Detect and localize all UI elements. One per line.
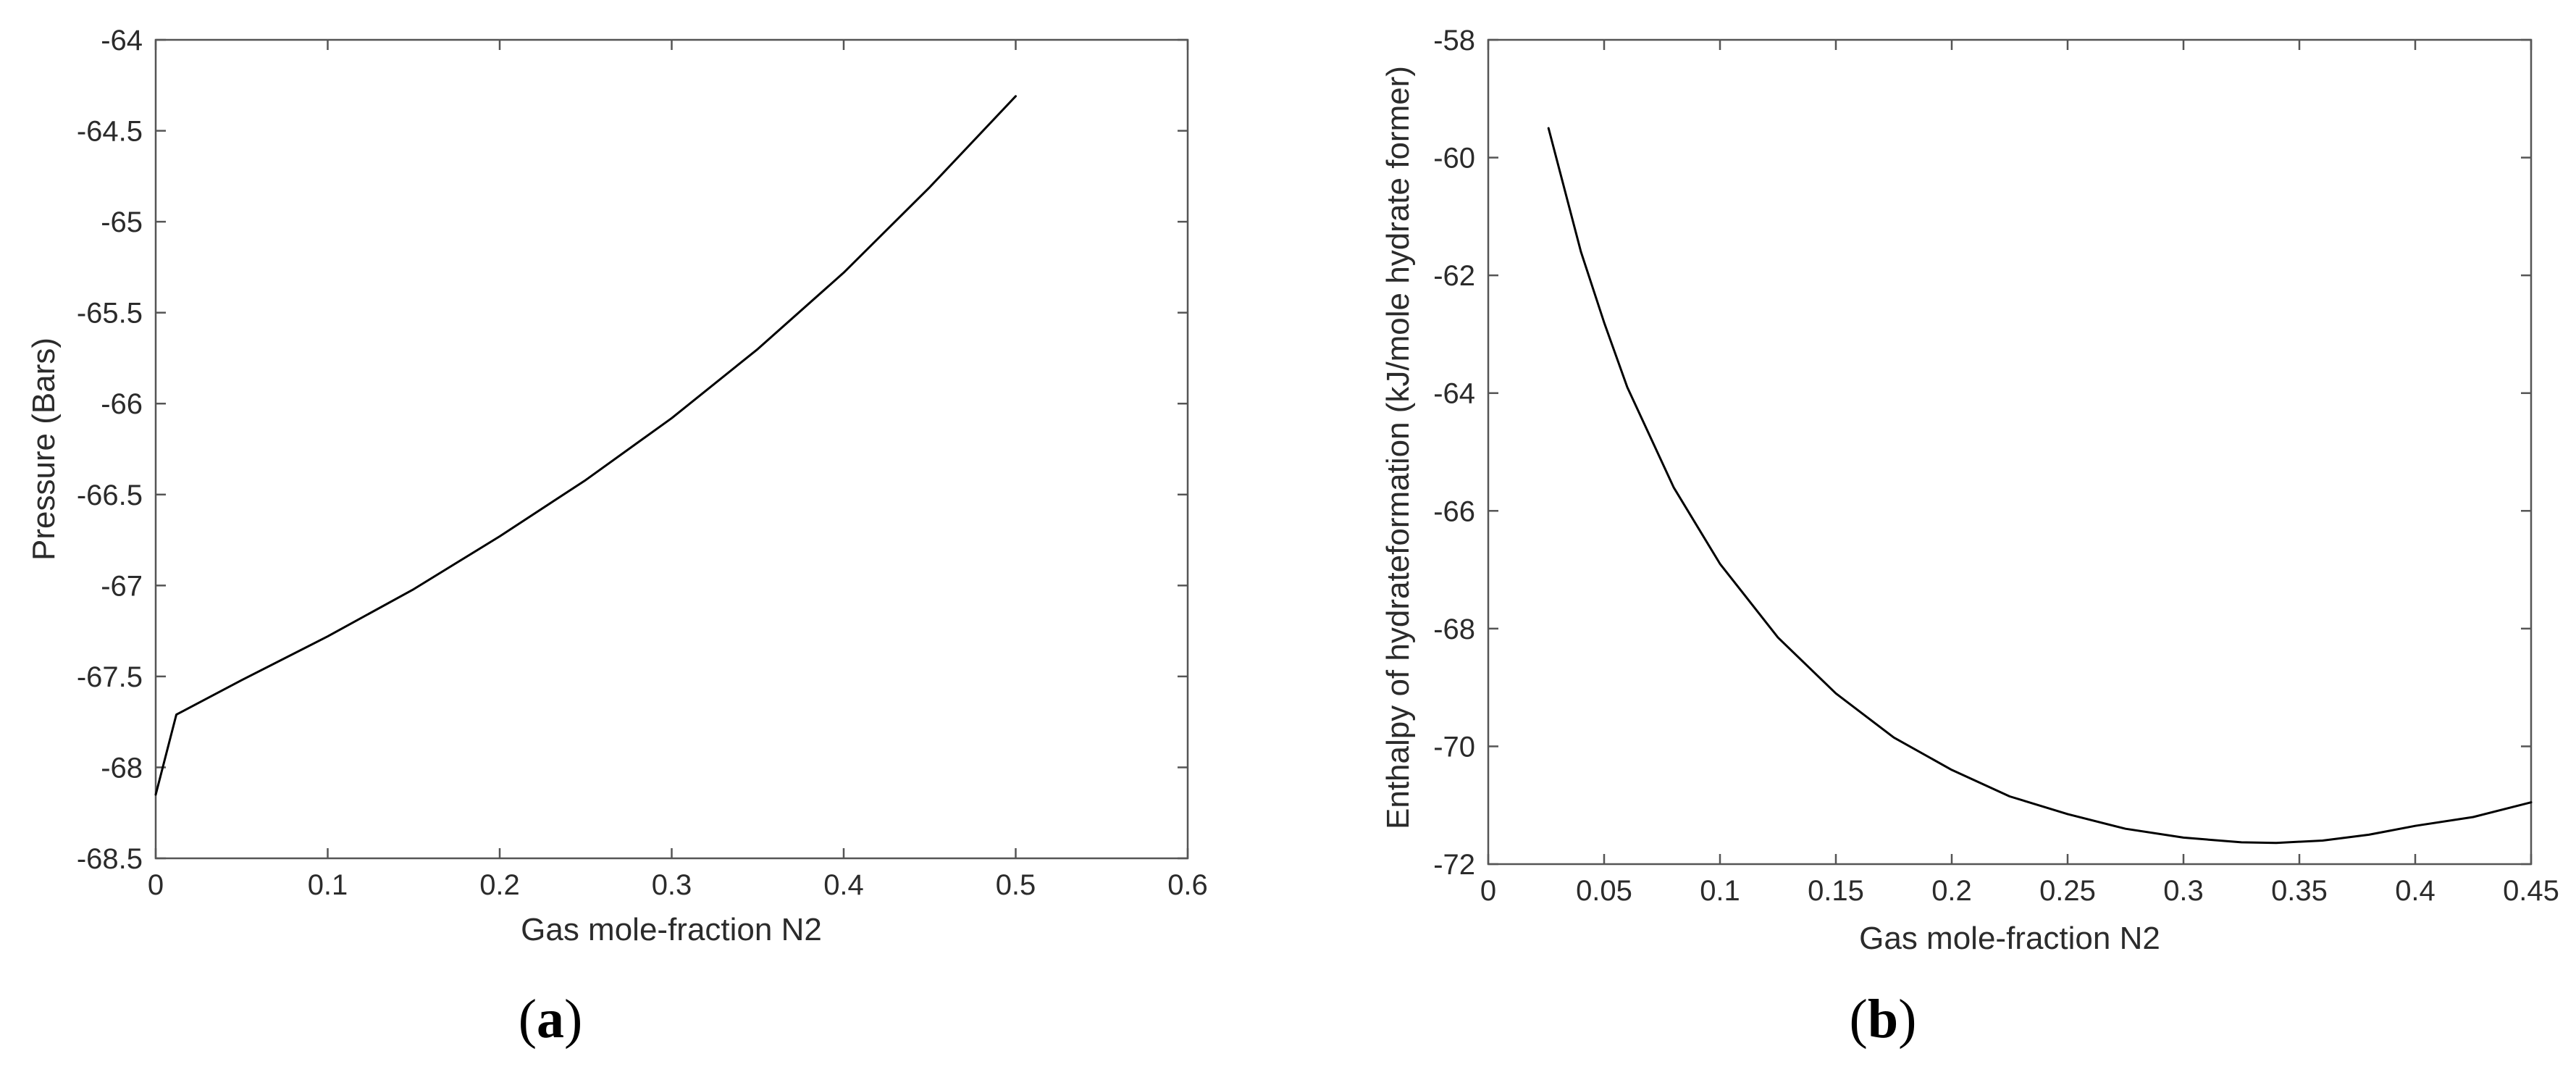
x-axis-ticks-a: 0 0.1 0.2 0.3 0.4 0.5 0.6 — [148, 40, 1208, 901]
chart-b: 0 0.05 0.1 0.15 0.2 0.25 0.3 0.35 0.4 0.45 -58 -60… — [1380, 25, 2559, 1050]
x-tick-label-b: 0.1 — [1700, 875, 1740, 907]
x-tick-label-b: 0.25 — [2039, 875, 2096, 907]
series-line-b-0 — [1547, 127, 2533, 845]
panel-label-b-letter: b — [1868, 989, 1898, 1050]
x-axis-title-b: Gas mole-fraction N2 — [1859, 921, 2160, 956]
x-tick-label-a: 0.5 — [996, 869, 1036, 901]
x-tick-label-a: 0 — [148, 869, 164, 901]
y-tick-label-a: -65 — [101, 206, 143, 238]
x-tick-label-a: 0.4 — [823, 869, 864, 901]
x-tick-label-b: 0.05 — [1576, 875, 1632, 907]
y-axis-ticks-a: -64 -64.5 -65 -65.5 -66 -66.5 -67 -67.5 -68 -68.5 — [77, 25, 1188, 875]
y-tick-label-b: -60 — [1433, 143, 1475, 175]
y-tick-label-b: -66 — [1433, 495, 1475, 527]
x-tick-label-b: 0.4 — [2395, 875, 2436, 907]
y-tick-label-a: -66.5 — [77, 480, 143, 511]
y-tick-label-a: -67.5 — [77, 661, 143, 693]
series-line-a-0 — [154, 95, 1017, 796]
y-tick-label-a: -68 — [101, 752, 143, 784]
y-tick-label-b: -72 — [1433, 849, 1475, 881]
x-tick-label-b: 0.15 — [1808, 875, 1864, 907]
chart-a: 0 0.1 0.2 0.3 0.4 0.5 0.6 -64-64.5-65-65.5-66-… — [26, 25, 1208, 1050]
y-tick-label-b: -70 — [1433, 731, 1475, 763]
series-group-b — [1547, 127, 2533, 845]
y-tick-label-b: -68 — [1433, 614, 1475, 645]
y-tick-label-b: -64 — [1433, 378, 1475, 410]
x-tick-label-a: 0.1 — [308, 869, 348, 901]
y-tick-label-a: -68.5 — [77, 843, 143, 875]
panel-label-a-letter: a — [537, 989, 564, 1050]
x-tick-label-b: 0.35 — [2271, 875, 2328, 907]
panel-label-b: (b) — [1850, 989, 1917, 1050]
y-tick-label-b: -58 — [1433, 25, 1475, 56]
x-tick-label-b: 0.2 — [1931, 875, 1972, 907]
x-tick-label-a: 0.2 — [479, 869, 520, 901]
x-tick-label-b: 0.45 — [2503, 875, 2559, 907]
y-tick-label-a: -64 — [101, 25, 143, 56]
y-tick-label-a: -67 — [101, 570, 143, 602]
x-axis-title-a: Gas mole-fraction N2 — [521, 912, 822, 947]
y-tick-label-a: -66 — [101, 388, 143, 420]
plot-area-b — [1487, 38, 2533, 866]
x-axis-ticks-b: 0 0.05 0.1 0.15 0.2 0.25 0.3 0.35 0.4 0.45 — [1480, 40, 2559, 907]
y-axis-title-a: Pressure (Bars) — [26, 338, 62, 561]
y-tick-label-a: -64.5 — [77, 116, 143, 148]
y-axis-ticks-b: -58 -60 -62 -64 -66 -68 -70 -72 — [1433, 25, 2531, 881]
panel-label-a: (a) — [519, 989, 583, 1050]
y-tick-label-a: -65.5 — [77, 298, 143, 330]
series-group-a — [154, 95, 1017, 796]
x-tick-label-b: 0.3 — [2163, 875, 2204, 907]
plot-area-a — [154, 38, 1189, 860]
x-tick-label-a: 0.6 — [1167, 869, 1208, 901]
y-tick-label-b: -62 — [1433, 260, 1475, 292]
x-tick-label-b: 0 — [1480, 875, 1496, 907]
x-tick-label-a: 0.3 — [652, 869, 692, 901]
y-axis-title-b: Enthalpy of hydrateformation (kJ/mole hy… — [1380, 66, 1416, 829]
